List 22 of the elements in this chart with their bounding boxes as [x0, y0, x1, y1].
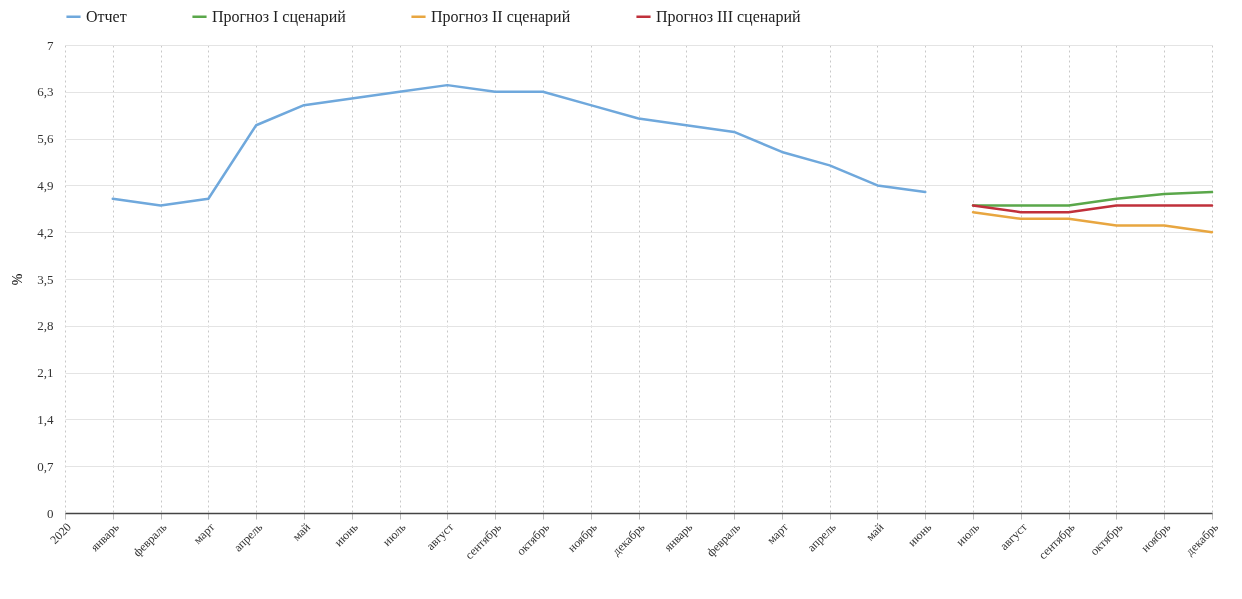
x-tick-label: май [289, 519, 314, 544]
y-tick-label: 4,2 [37, 224, 54, 240]
legend-label: Прогноз III сценарий [656, 7, 801, 26]
y-axis-title: % [10, 273, 26, 286]
y-tick-label: 4,9 [37, 177, 54, 193]
x-tick-label: май [862, 519, 887, 544]
x-tick-label: июль [379, 519, 409, 549]
x-tick-label: март [764, 519, 792, 547]
legend-label: Прогноз I сценарий [212, 7, 347, 26]
line-series [971, 210, 1214, 234]
y-tick-label: 0,7 [37, 458, 54, 474]
legend-label: Отчет [86, 7, 127, 25]
y-tick-label: 1,4 [37, 411, 54, 427]
y-tick-label: 0 [47, 505, 54, 521]
y-tick-label: 3,5 [37, 271, 54, 287]
legend-label: Прогноз II сценарий [431, 7, 571, 26]
y-tick-label: 5,6 [37, 131, 54, 147]
y-tick-label: 2,1 [37, 365, 54, 381]
y-tick-label: 2,8 [37, 318, 54, 334]
y-tick-label: 6,3 [37, 84, 54, 100]
line-series [111, 83, 927, 207]
y-tick-label: 7 [47, 37, 54, 53]
